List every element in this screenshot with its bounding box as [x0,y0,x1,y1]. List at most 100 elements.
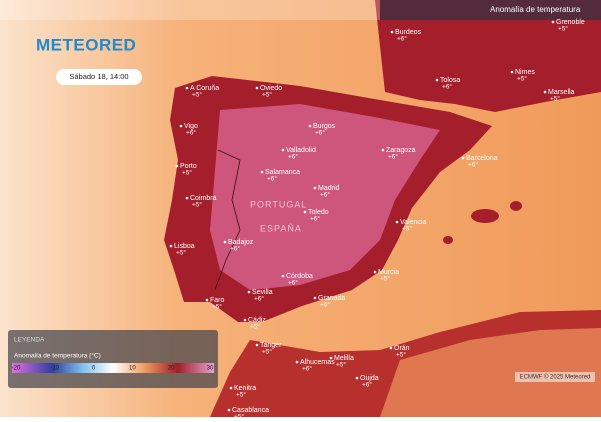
city-value: +6° [230,245,240,253]
city-value: +6° [320,191,330,199]
city-value: +6° [362,381,372,389]
mallorca [471,209,499,223]
city-name: Nimes [515,69,535,76]
city-value: +5° [192,91,202,99]
legend-ticks: -20 -10 0 10 20 30 [12,366,214,372]
city-dot [260,170,264,174]
city-name: Murcia [378,269,399,276]
city-value: +6° [397,35,407,43]
city-dot [185,196,189,200]
legend-tick: -20 [12,366,21,372]
city-dot [355,376,359,380]
city-dot [551,20,555,24]
top-band [0,0,380,20]
city-value: +5° [250,323,260,331]
layer-title: Anomalía de temperatura [490,5,581,14]
city-name: Vigo [184,123,198,130]
city-name: Zaragoza [386,147,416,154]
city-value: +5° [192,201,202,209]
city-dot [313,296,317,300]
city-value: +5° [262,91,272,99]
legend-tick: 20 [168,366,175,372]
city-name: Toledo [308,209,329,216]
credit: ECMWF © 2025 Meteored [520,374,591,381]
city-value: +5° [550,95,560,103]
city-name: Badajoz [228,239,254,246]
city-dot [255,343,259,347]
city-name: Porto [180,163,197,170]
city-value: +6° [267,175,277,183]
city-name: Melilla [334,355,354,362]
city-dot [175,164,179,168]
city-value: +6° [186,129,196,137]
city-dot [461,156,465,160]
city-name: Cádiz [248,317,266,324]
city-dot [303,210,307,214]
city-name: Valencia [400,219,426,226]
city-name: Córdoba [286,273,313,280]
city-name: A Coruña [190,85,219,92]
city-name: Salamanca [265,169,300,176]
city-value: +6° [288,279,298,287]
city-name: Tanger [260,342,282,349]
logo: METEORED [36,35,136,54]
city-value: +5° [402,225,412,233]
city-value: +6° [302,365,312,373]
city-dot [373,270,377,274]
city-name: Coimbra [190,195,217,202]
city-name: Barcelona [466,155,498,162]
region-label: ESPAÑA [260,223,302,233]
city-name: Burdeos [395,29,422,36]
time: Sábado 18, 14:00 [69,72,128,81]
city-name: Casablanca [232,407,269,414]
credit-bg [515,372,595,382]
city-dot [389,346,393,350]
city-dot [205,298,209,302]
city-name: Kenitra [234,385,256,392]
city-name: Alhucemas [300,359,335,366]
legend-box [8,330,218,388]
city-dot [308,124,312,128]
city-value: +5° [176,249,186,257]
legend-tick: 10 [129,366,136,372]
city-name: Oujda [360,375,379,382]
algeria-interior [380,328,601,417]
city-dot [390,30,394,34]
city-dot [169,244,173,248]
city-value: +5° [262,348,272,356]
legend-tick: -10 [50,366,59,372]
city-name: Grenoble [556,19,585,26]
city-dot [295,360,299,364]
city-value: +6° [310,215,320,223]
city-name: Valladolid [286,147,316,154]
city-dot [435,78,439,82]
layer-bar [380,0,601,20]
city-value: +6° [320,301,330,309]
city-dot [247,290,251,294]
city-value: +5° [558,25,568,33]
city-dot [543,90,547,94]
city-dot [179,124,183,128]
legend-scale [12,363,214,373]
border [214,149,241,291]
france [375,0,601,112]
city-value: +5° [212,303,222,311]
city-dot [223,240,227,244]
city-dot [510,70,514,74]
legend-title: LEYENDA [14,337,45,344]
legend-tick: 30 [207,366,214,372]
city-value: +6° [254,295,264,303]
city-dot [329,356,333,360]
city-name: Oviedo [260,85,282,92]
city-value: +5° [182,169,192,177]
city-name: Faro [210,297,225,304]
city-value: +5° [234,413,244,417]
city-value: +5° [236,391,246,399]
city-dot [313,186,317,190]
city-name: Orán [394,345,410,352]
city-dot [243,318,247,322]
city-value: +5° [517,75,527,83]
city-value: +6° [388,153,398,161]
city-dot [395,220,399,224]
city-value: +6° [315,129,325,137]
